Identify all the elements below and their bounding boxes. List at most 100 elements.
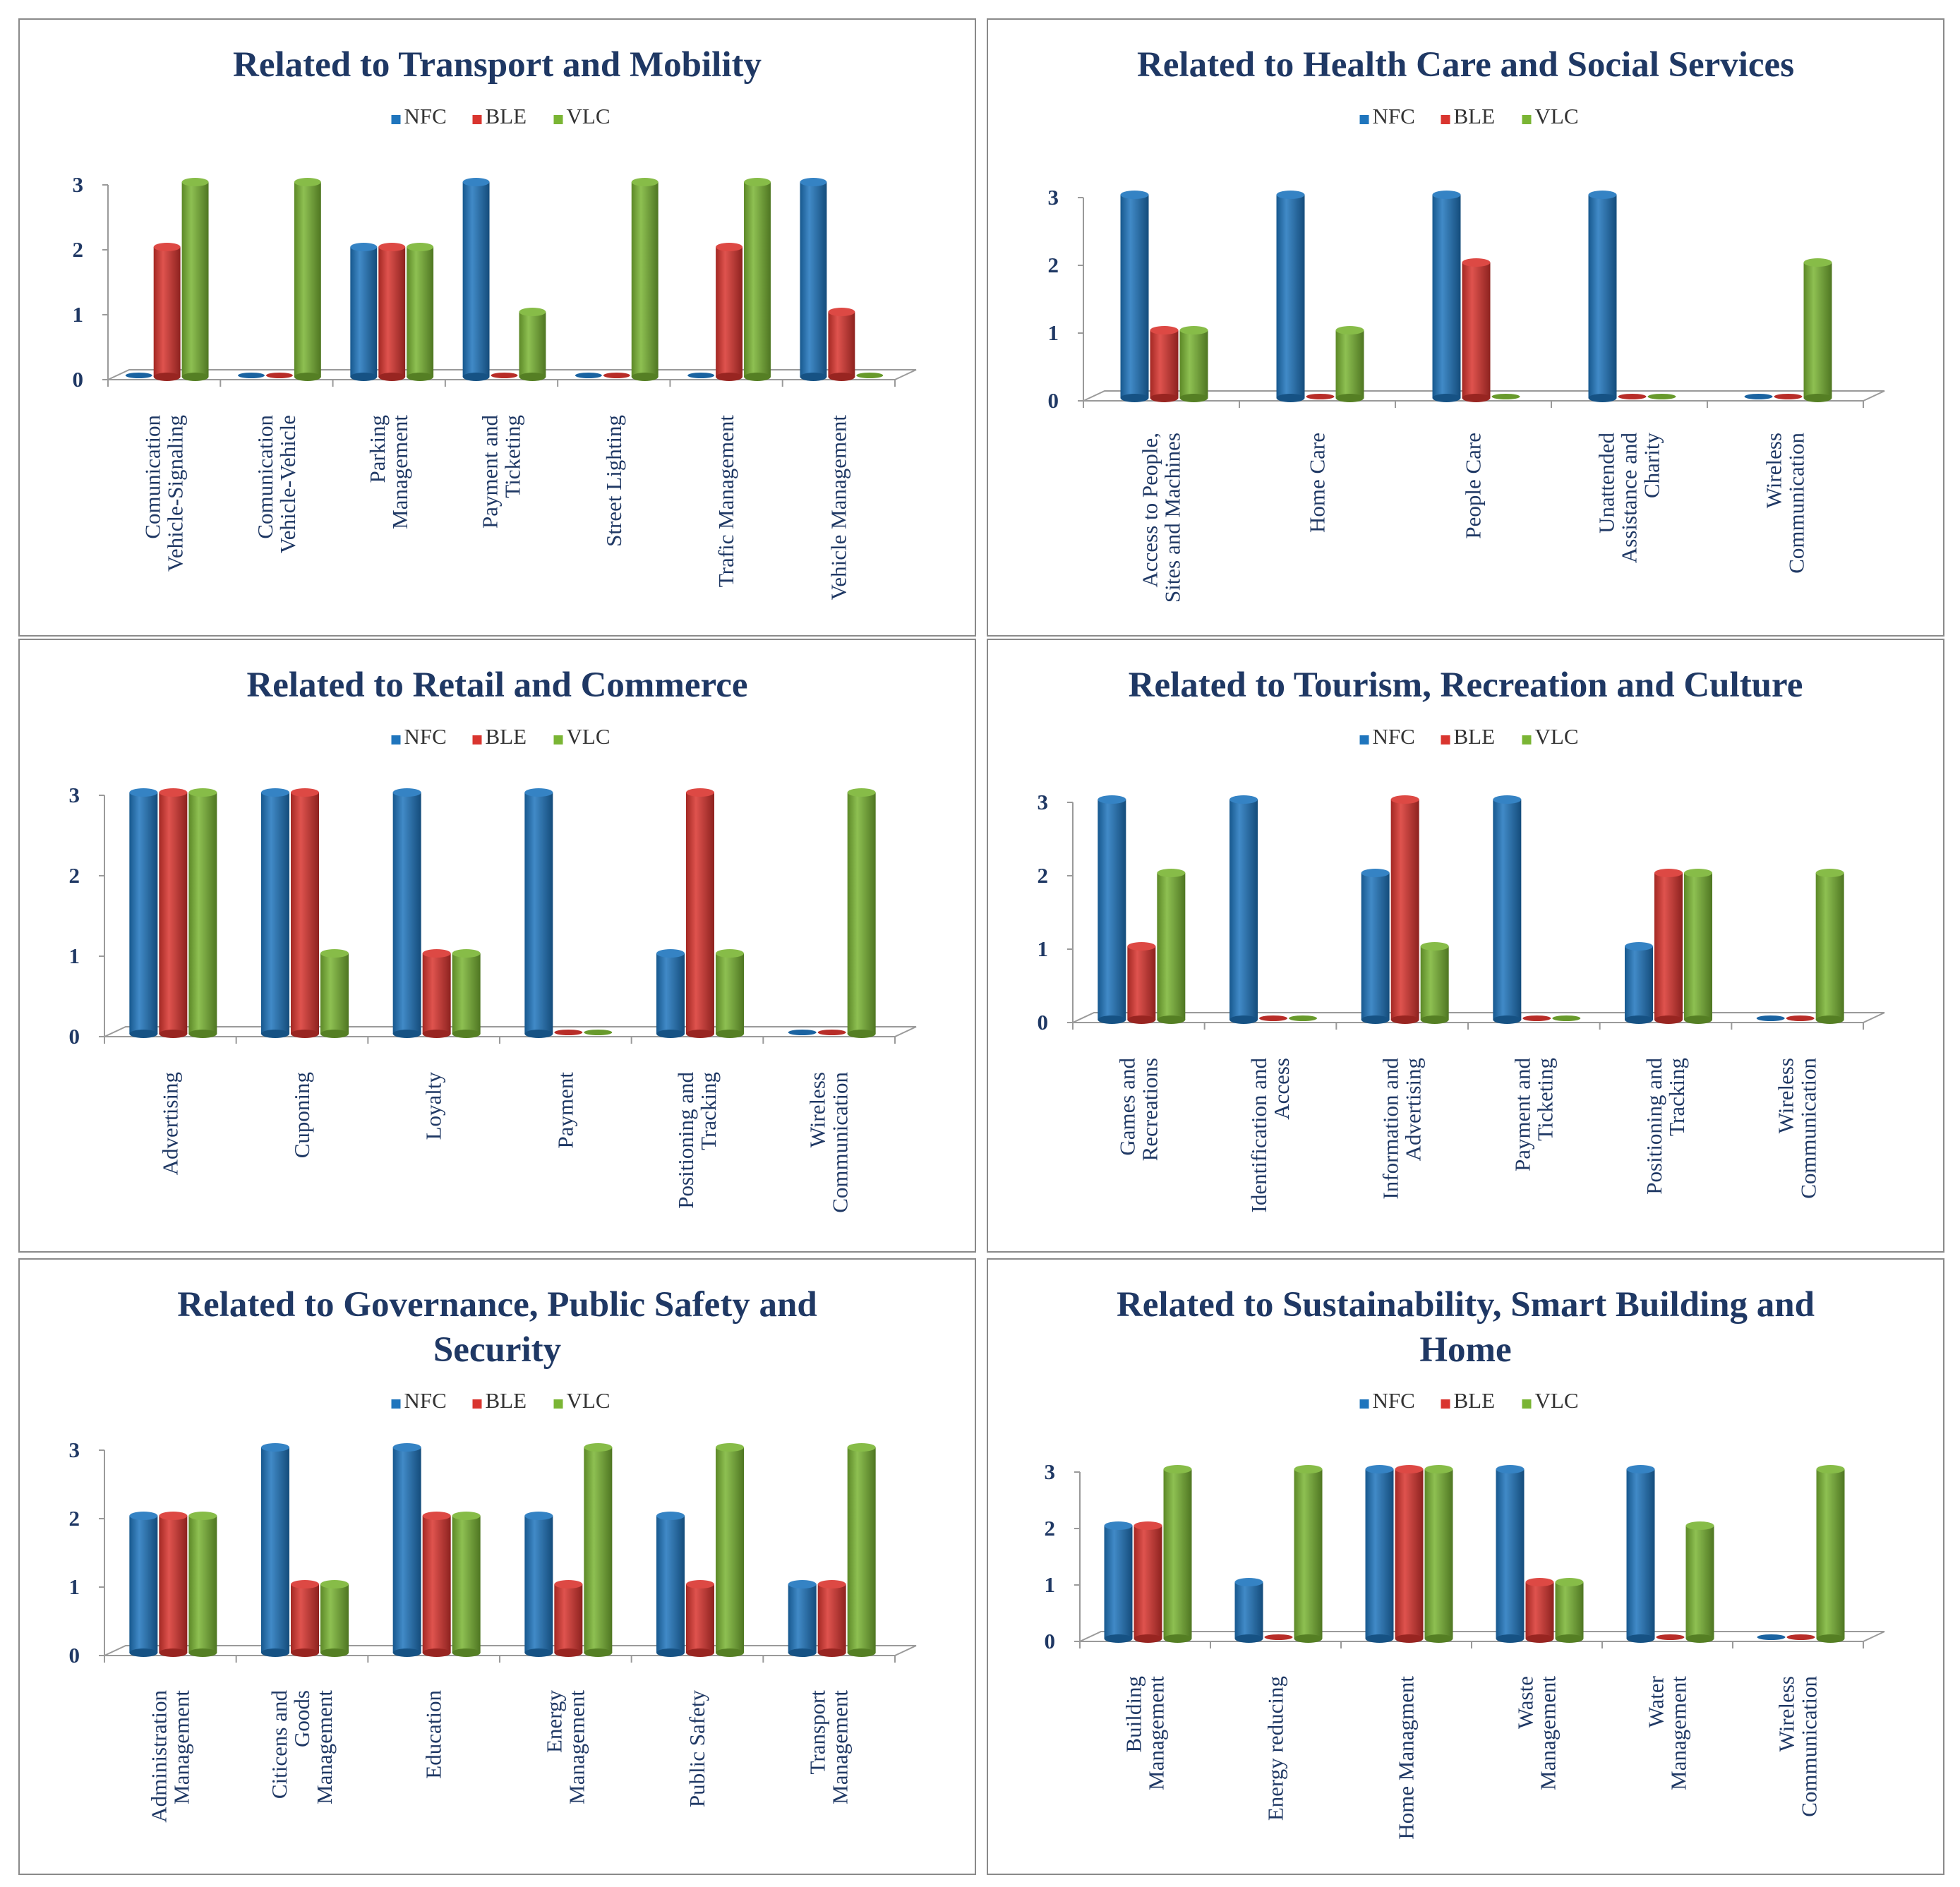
bar-base	[524, 1648, 553, 1657]
bar-base	[1098, 1015, 1126, 1024]
bar-vlc	[519, 308, 546, 381]
bar-body	[1157, 873, 1186, 1020]
bar-body	[686, 792, 714, 1034]
bar-ble	[265, 373, 293, 378]
bar-base	[847, 1030, 876, 1038]
bar-body	[392, 792, 421, 1034]
y-tick-label: 3	[1045, 1459, 1056, 1484]
x-category-label: Identification andAccess	[1246, 1058, 1294, 1213]
bar-ble	[153, 243, 181, 381]
bar-nfc	[392, 788, 421, 1038]
bar-body	[153, 247, 181, 377]
bar-base	[1424, 1634, 1453, 1643]
bar-base	[1150, 394, 1179, 402]
bar-base	[350, 373, 378, 381]
bar-nfc	[575, 373, 602, 378]
bar-base	[1432, 394, 1461, 402]
y-tick-label: 1	[69, 1574, 80, 1599]
bar-nfc	[1229, 795, 1258, 1024]
y-tick-label: 1	[1048, 320, 1059, 345]
bar-ble	[1462, 258, 1491, 402]
bar-base	[1525, 1634, 1554, 1643]
y-tick-label: 0	[1045, 1629, 1056, 1653]
bar-nfc	[1276, 191, 1305, 402]
legend-swatch-vlc	[553, 1399, 563, 1409]
bar-base	[631, 373, 659, 381]
bar-top	[788, 1580, 817, 1588]
bar-top	[1625, 942, 1653, 951]
bar-zero	[856, 373, 884, 378]
bar-zero	[265, 373, 293, 378]
legend-swatch-nfc	[1359, 735, 1369, 744]
bar-vlc	[452, 1512, 481, 1657]
legend-label-nfc: NFC	[404, 1388, 447, 1413]
bar-ble	[828, 308, 855, 381]
bar-body	[1815, 873, 1844, 1020]
bar-top	[392, 1443, 421, 1452]
bar-zero	[1264, 1634, 1293, 1640]
bar-base	[452, 1030, 481, 1038]
bar-base	[1462, 394, 1491, 402]
legend-swatch-nfc	[391, 115, 401, 124]
bar-nfc	[261, 1443, 289, 1657]
bar-nfc	[129, 788, 158, 1038]
bar-ble	[422, 1512, 451, 1657]
bar-ble	[159, 788, 188, 1038]
bar-ble	[1786, 1634, 1815, 1640]
bar-top	[188, 1512, 217, 1520]
legend-label-vlc: VLC	[567, 104, 611, 128]
bar-nfc	[656, 1512, 685, 1657]
bar-ble	[1656, 1634, 1685, 1640]
bar-nfc	[656, 949, 685, 1038]
bar-body	[422, 953, 451, 1034]
bar-ble	[686, 1580, 714, 1657]
bar-top	[422, 1512, 451, 1520]
bar-top	[1234, 1578, 1263, 1586]
legend-label-vlc: VLC	[1535, 1388, 1579, 1413]
y-tick-label: 2	[69, 863, 80, 888]
x-category-label: WirelessCommunication	[1774, 1676, 1822, 1817]
bar-body	[584, 1447, 613, 1653]
bar-top	[524, 788, 553, 797]
legend-swatch-ble	[472, 1399, 482, 1409]
bar-body	[1816, 1469, 1845, 1639]
bar-body	[1104, 1526, 1133, 1639]
bar-zero	[554, 1030, 583, 1035]
legend-label-ble: BLE	[1454, 104, 1496, 128]
bar-body	[716, 1447, 744, 1653]
chart-panel-sustainability: Related to Sustainability, Smart Buildin…	[987, 1258, 1944, 1875]
bar-nfc	[687, 373, 715, 378]
bar-base	[1127, 1015, 1156, 1024]
bar-top	[716, 243, 743, 251]
bar-ble	[491, 373, 518, 378]
bar-top	[1815, 869, 1844, 877]
legend-label-nfc: NFC	[404, 724, 447, 749]
bar-zero	[575, 373, 602, 378]
bar-base	[716, 373, 743, 381]
bar-body	[159, 792, 188, 1034]
y-tick-label: 1	[1045, 1572, 1056, 1597]
x-category-label: WirelessCommunication	[805, 1072, 853, 1213]
bar-body	[1127, 946, 1156, 1020]
bar-nfc	[524, 1512, 553, 1657]
legend-swatch-vlc	[1522, 1399, 1532, 1409]
y-tick-label: 0	[1048, 388, 1059, 413]
bar-top	[188, 788, 217, 797]
bar-top	[1098, 795, 1126, 804]
bar-body	[291, 792, 319, 1034]
bar-top	[407, 243, 434, 251]
bar-nfc	[392, 1443, 421, 1657]
legend-label-ble: BLE	[1454, 724, 1496, 749]
bar-top	[159, 788, 188, 797]
legend-swatch-nfc	[391, 735, 401, 744]
bar-nfc	[129, 1512, 158, 1657]
bar-base	[422, 1648, 451, 1657]
bar-top	[1685, 1521, 1714, 1530]
x-category-label: Advertising	[157, 1072, 182, 1175]
legend-swatch-nfc	[1359, 1399, 1369, 1409]
chart-title: Related to Tourism, Recreation and Cultu…	[1129, 665, 1803, 705]
bar-zero	[1491, 394, 1520, 399]
bar-vlc	[1163, 1465, 1192, 1643]
x-category-label: Home Care	[1305, 433, 1330, 533]
legend-swatch-vlc	[1522, 735, 1532, 744]
